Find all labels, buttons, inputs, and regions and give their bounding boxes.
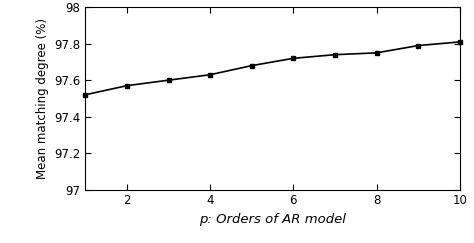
Y-axis label: Mean matching degree (%): Mean matching degree (%) [36,18,49,179]
X-axis label: p: Orders of AR model: p: Orders of AR model [199,213,346,226]
